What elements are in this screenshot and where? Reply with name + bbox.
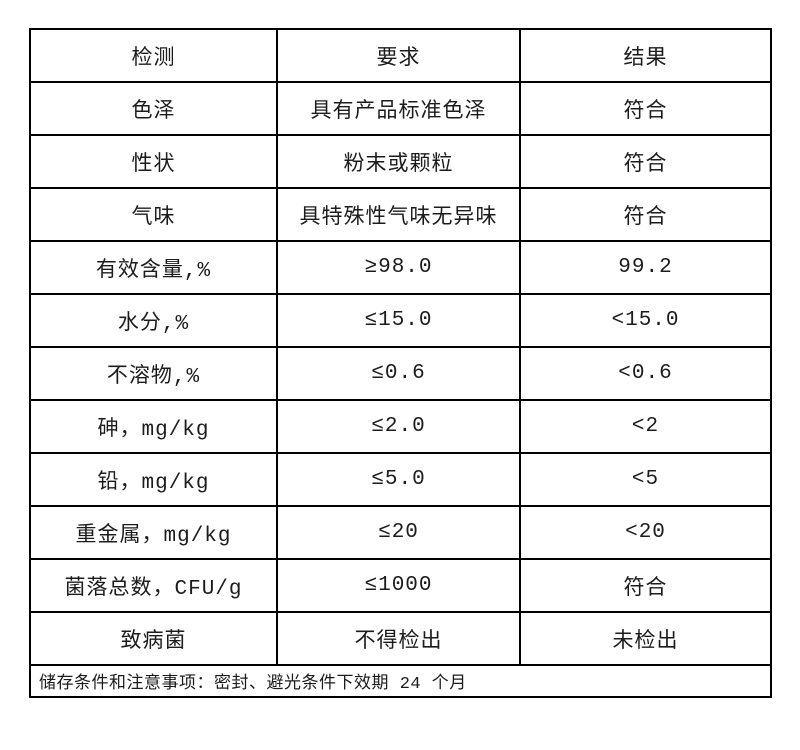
table-row: 铅，mg/kg ≤5.0 <5 (29, 452, 772, 507)
table-row: 水分,% ≤15.0 <15.0 (29, 293, 772, 348)
test-item-cell: 水分,% (29, 293, 278, 348)
result-cell: <5 (519, 452, 772, 507)
table-row: 致病菌 不得检出 未检出 (29, 611, 772, 666)
test-item-cell: 气味 (29, 187, 278, 242)
requirement-cell: ≤15.0 (276, 293, 521, 348)
requirement-cell: 具特殊性气味无异味 (276, 187, 521, 242)
table-row: 重金属，mg/kg ≤20 <20 (29, 505, 772, 560)
result-cell: 符合 (519, 81, 772, 136)
storage-note: 储存条件和注意事项：密封、避光条件下效期 24 个月 (29, 664, 772, 698)
requirement-cell: ≥98.0 (276, 240, 521, 295)
requirement-cell: 具有产品标准色泽 (276, 81, 521, 136)
requirement-cell: 不得检出 (276, 611, 521, 666)
requirement-cell: ≤20 (276, 505, 521, 560)
test-item-cell: 有效含量,% (29, 240, 278, 295)
footer-row: 储存条件和注意事项：密封、避光条件下效期 24 个月 (29, 664, 772, 698)
requirement-cell: 粉末或颗粒 (276, 134, 521, 189)
result-cell: 99.2 (519, 240, 772, 295)
requirement-cell: ≤1000 (276, 558, 521, 613)
result-cell: 未检出 (519, 611, 772, 666)
inspection-table: 检测 要求 结果 色泽 具有产品标准色泽 符合 性状 粉末或颗粒 符合 气味 具特殊性气味无异味符… (29, 28, 772, 698)
requirement-cell: ≤0.6 (276, 346, 521, 401)
table-row: 不溶物,% ≤0.6 <0.6 (29, 346, 772, 401)
result-cell: 符合 (519, 187, 772, 242)
test-item-cell: 致病菌 (29, 611, 278, 666)
test-item-cell: 色泽 (29, 81, 278, 136)
column-header-test: 检测 (29, 28, 278, 83)
result-cell: <20 (519, 505, 772, 560)
test-item-cell: 铅，mg/kg (29, 452, 278, 507)
requirement-cell: ≤2.0 (276, 399, 521, 454)
column-header-requirement: 要求 (276, 28, 521, 83)
header-row: 检测 要求 结果 (29, 28, 772, 83)
table-row: 有效含量,% ≥98.0 99.2 (29, 240, 772, 295)
result-cell: 符合 (519, 134, 772, 189)
table-row: 气味 具特殊性气味无异味 符合 (29, 187, 772, 242)
test-item-cell: 重金属，mg/kg (29, 505, 278, 560)
column-header-result: 结果 (519, 28, 772, 83)
result-cell: <2 (519, 399, 772, 454)
test-item-cell: 菌落总数，CFU/g (29, 558, 278, 613)
table-row: 色泽 具有产品标准色泽 符合 (29, 81, 772, 136)
table-row: 性状 粉末或颗粒 符合 (29, 134, 772, 189)
table-row: 砷，mg/kg ≤2.0 <2 (29, 399, 772, 454)
test-item-cell: 不溶物,% (29, 346, 278, 401)
result-cell: <15.0 (519, 293, 772, 348)
test-item-cell: 砷，mg/kg (29, 399, 278, 454)
result-cell: <0.6 (519, 346, 772, 401)
table-row: 菌落总数，CFU/g ≤1000 符合 (29, 558, 772, 613)
result-cell: 符合 (519, 558, 772, 613)
requirement-cell: ≤5.0 (276, 452, 521, 507)
test-item-cell: 性状 (29, 134, 278, 189)
